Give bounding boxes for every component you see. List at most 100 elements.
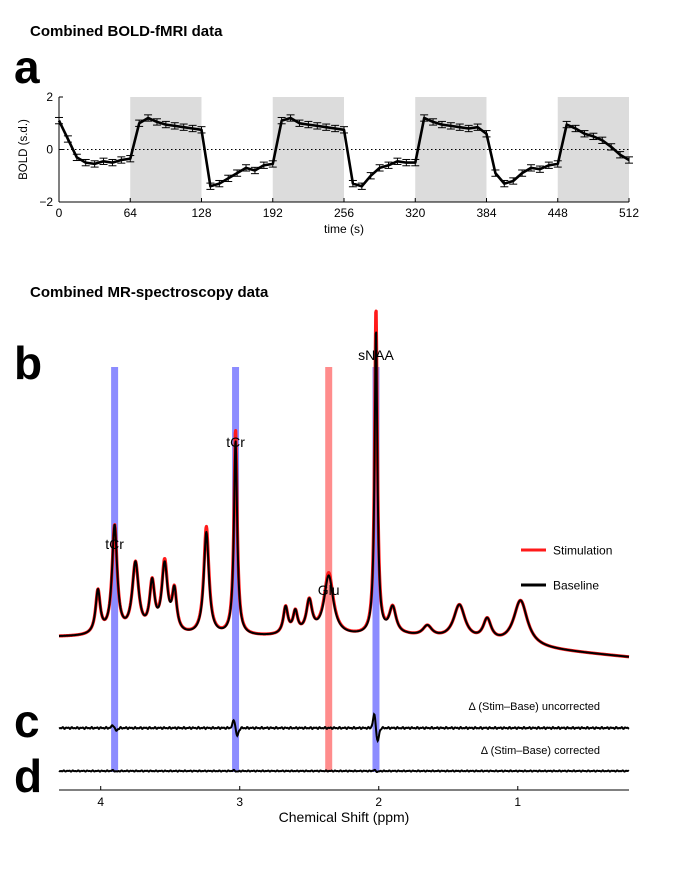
- bold-data-point: [331, 124, 340, 133]
- bold-data-point: [144, 114, 153, 122]
- bold-data-point: [411, 158, 420, 167]
- bold-data-point: [340, 126, 348, 134]
- spectrum-x-tick-label: 4: [97, 795, 104, 809]
- legend: Stimulation Baseline: [521, 544, 612, 593]
- peak-label: tCr: [226, 434, 245, 450]
- panel-label-d: d: [14, 750, 43, 802]
- bold-data-point: [393, 157, 402, 165]
- bold-data-point: [348, 179, 357, 188]
- bold-data-point: [500, 179, 509, 188]
- peak-highlight-band: [232, 367, 240, 772]
- bold-data-point: [259, 161, 268, 169]
- bold-data-point: [295, 119, 304, 127]
- x-tick-label: 64: [124, 206, 138, 220]
- bold-data-point: [553, 160, 562, 168]
- bold-data-point: [562, 120, 571, 129]
- bold-data-point: [491, 169, 500, 177]
- bold-data-point: [277, 116, 286, 125]
- stimulation-spectrum-line: [57, 309, 631, 659]
- bold-data-point: [482, 130, 491, 138]
- y-axis-label: BOLD (s.d.): [18, 119, 30, 180]
- bold-data-point: [63, 135, 72, 143]
- x-tick-label: 0: [56, 206, 63, 220]
- bold-data-point: [420, 114, 429, 122]
- stimulation-block: [130, 97, 202, 202]
- panel-label-b: b: [14, 337, 43, 389]
- bold-data-point: [375, 164, 384, 172]
- bold-data-point: [616, 151, 625, 159]
- spectrum-x-tick-label: 2: [375, 795, 382, 809]
- bold-data-point: [366, 172, 375, 180]
- panel-label-a: a: [14, 41, 40, 93]
- y-tick-label: 2: [46, 90, 53, 104]
- bold-data-point: [99, 157, 108, 165]
- panel-label-c: c: [14, 695, 40, 747]
- x-tick-label: 128: [191, 206, 211, 220]
- uncorrected-label: Δ (Stim–Base) uncorrected: [469, 701, 600, 713]
- bold-data-point: [90, 160, 99, 168]
- bold-data-point: [446, 122, 455, 130]
- bold-data-point: [518, 169, 527, 177]
- spectrum-x-tick-label: 1: [514, 795, 521, 809]
- bold-data-point: [206, 182, 215, 190]
- bold-data-point: [313, 122, 322, 130]
- bold-data-point: [135, 119, 144, 127]
- bold-data-point: [429, 118, 438, 126]
- difference-uncorrected-line: [58, 712, 630, 744]
- x-tick-label: 256: [334, 206, 354, 220]
- peak-label: Glu: [318, 582, 340, 598]
- bold-data-point: [242, 164, 251, 172]
- bold-data-point: [535, 165, 544, 173]
- bold-data-point: [170, 122, 179, 130]
- bold-data-point: [161, 120, 170, 129]
- bold-data-point: [357, 182, 366, 190]
- bold-data-point: [224, 174, 233, 183]
- peak-label: tCr: [105, 536, 124, 552]
- bold-data-point: [72, 153, 81, 162]
- stimulation-block: [557, 97, 629, 202]
- bold-data-point: [286, 114, 295, 122]
- bold-data-point: [598, 136, 607, 144]
- legend-item: Stimulation: [521, 544, 612, 558]
- bold-data-point: [571, 124, 580, 133]
- bold-data-point: [322, 123, 331, 131]
- bold-data-point: [580, 130, 589, 138]
- peak-highlight-band: [111, 367, 119, 772]
- bold-data-point: [384, 161, 393, 169]
- x-tick-label: 384: [476, 206, 496, 220]
- x-tick-label: 320: [405, 206, 425, 220]
- bold-data-point: [152, 118, 161, 126]
- x-tick-label: 512: [619, 206, 639, 220]
- bold-title: Combined BOLD-fMRI data: [30, 23, 223, 40]
- bold-data-point: [607, 143, 616, 151]
- bold-data-point: [464, 124, 473, 133]
- bold-data-point: [402, 158, 411, 167]
- bold-data-point: [215, 179, 224, 188]
- peak-highlight-band: [325, 367, 333, 772]
- spectrum-x-axis-label: Chemical Shift (ppm): [279, 809, 410, 825]
- bold-data-point: [625, 156, 633, 164]
- mrs-title: Combined MR-spectroscopy data: [30, 284, 269, 301]
- bold-data-point: [250, 166, 259, 175]
- legend-label: Stimulation: [553, 544, 612, 558]
- x-tick-label: 192: [263, 206, 283, 220]
- bold-data-point: [55, 116, 63, 125]
- bold-data-point: [233, 169, 242, 177]
- corrected-label: Δ (Stim–Base) corrected: [481, 745, 600, 757]
- bold-data-point: [81, 158, 90, 167]
- spectrum-x-tick-label: 3: [236, 795, 243, 809]
- bold-data-point: [509, 177, 518, 185]
- bold-data-point: [544, 161, 553, 169]
- bold-data-point: [268, 160, 277, 168]
- bold-data-point: [473, 123, 482, 131]
- baseline-spectrum-line: [58, 331, 630, 658]
- peak-label: sNAA: [358, 347, 394, 363]
- legend-item: Baseline: [521, 579, 599, 593]
- bold-data-point: [437, 120, 446, 129]
- bold-data-point: [455, 123, 464, 131]
- y-tick-label: −2: [39, 195, 53, 209]
- difference-corrected-line: [58, 768, 630, 774]
- x-axis-label: time (s): [324, 222, 364, 236]
- peak-highlight-band: [372, 367, 380, 772]
